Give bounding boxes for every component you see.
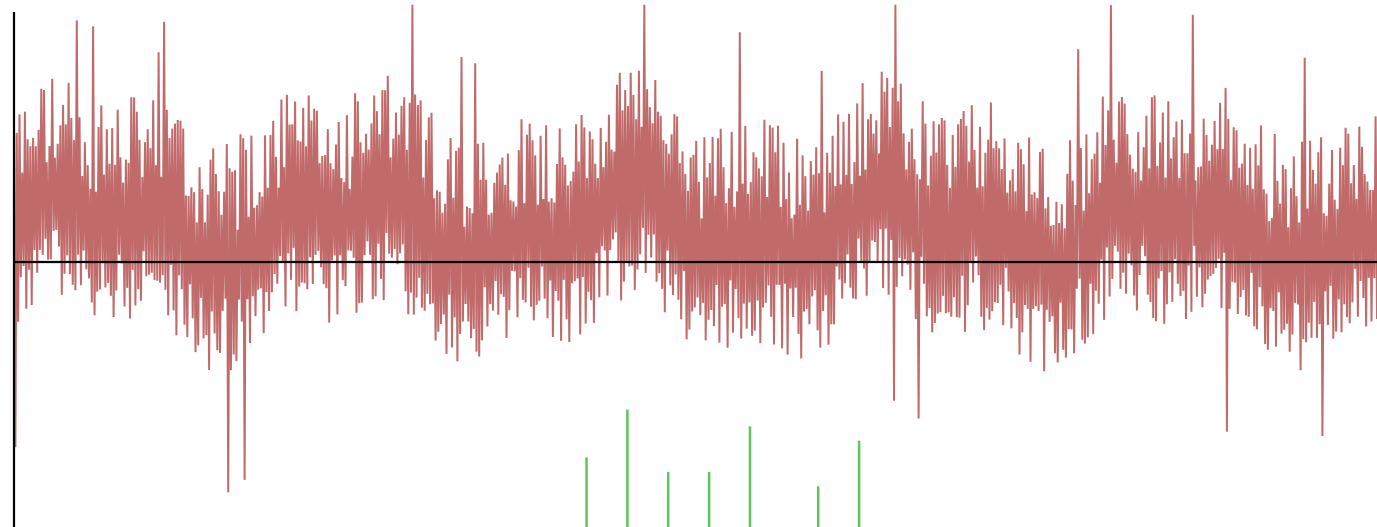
signal-line [13, 4, 1377, 493]
signal-series-group [13, 4, 1377, 493]
spike-series-group [585, 409, 861, 527]
